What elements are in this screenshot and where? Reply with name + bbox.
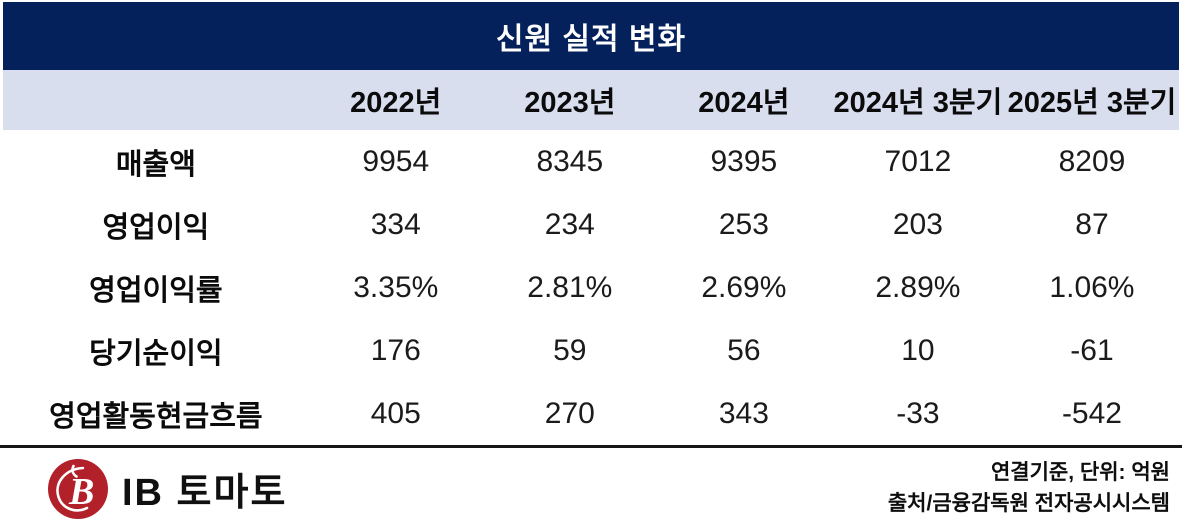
table-cell: 3.35% [353, 270, 439, 304]
table-cell: -61 [1070, 333, 1114, 367]
row-label-operating-profit: 영업이익 [102, 211, 210, 244]
col-header-2024: 2024년 [698, 87, 790, 119]
col-header-2023: 2023년 [524, 87, 616, 119]
table-cell: 87 [1075, 207, 1109, 241]
table-header-row: 2022년 2023년 2024년 2024년 3분기 2025년 3분기 [3, 70, 1179, 130]
table-title-bar: 신원 실적 변화 [3, 2, 1179, 70]
table-cell: 7012 [884, 144, 952, 178]
row-label-operating-margin: 영업이익률 [89, 274, 223, 307]
page-title: 신원 실적 변화 [495, 23, 687, 56]
footer: B IB 토마토 연결기준, 단위: 억원 출처/금융감독원 전자공시시스템 [0, 448, 1182, 527]
svg-text:B: B [68, 471, 94, 513]
table-cell: 59 [553, 333, 587, 367]
brand-name: IB 토마토 [122, 472, 288, 514]
table-cell: 2.81% [527, 270, 613, 304]
table-row-operating-cash-flow: 영업활동현금흐름 405 270 343 -33 -542 [3, 382, 1179, 445]
source-note: 출처/금융감독원 전자공시시스템 [887, 491, 1170, 515]
table-cell: 2.69% [701, 270, 787, 304]
table-cell: 253 [718, 207, 769, 241]
table-cell: -542 [1061, 396, 1122, 430]
table-cell: 9954 [362, 144, 430, 178]
row-label-operating-cash-flow: 영업활동현금흐름 [49, 400, 263, 433]
corner-cell [3, 70, 309, 130]
table-cell: 334 [370, 207, 421, 241]
col-header-2022: 2022년 [350, 87, 442, 119]
row-label-net-income: 당기순이익 [89, 337, 223, 370]
financial-table: 2022년 2023년 2024년 2024년 3분기 2025년 3분기 매출… [3, 70, 1179, 445]
table-row-net-income: 당기순이익 176 59 56 10 -61 [3, 319, 1179, 382]
table-cell: 203 [892, 207, 943, 241]
col-header-2025-q3: 2025년 3분기 [1007, 87, 1177, 119]
table-cell: 8345 [536, 144, 604, 178]
footer-notes: 연결기준, 단위: 억원 출처/금융감독원 전자공시시스템 [888, 458, 1170, 519]
table-row-operating-margin: 영업이익률 3.35% 2.81% 2.69% 2.89% 1.06% [3, 256, 1179, 319]
table-cell: 234 [544, 207, 595, 241]
table-cell: -33 [896, 396, 940, 430]
unit-note: 연결기준, 단위: 억원 [990, 461, 1170, 485]
ib-tomato-logo-icon: B [46, 457, 110, 521]
table-cell: 56 [727, 333, 761, 367]
footer-divider [0, 445, 1182, 448]
table-cell: 405 [370, 396, 421, 430]
brand: B IB 토마토 [46, 457, 287, 521]
table-cell: 176 [370, 333, 421, 367]
table-cell: 343 [718, 396, 769, 430]
table-cell: 270 [544, 396, 595, 430]
row-label-revenue: 매출액 [115, 148, 196, 181]
table-cell: 8209 [1058, 144, 1126, 178]
table-row-operating-profit: 영업이익 334 234 253 203 87 [3, 193, 1179, 256]
table-cell: 2.89% [875, 270, 961, 304]
table-cell: 9395 [710, 144, 778, 178]
col-header-2024-q3: 2024년 3분기 [833, 87, 1003, 119]
table-row-revenue: 매출액 9954 8345 9395 7012 8209 [3, 130, 1179, 193]
table-cell: 1.06% [1049, 270, 1135, 304]
table-cell: 10 [901, 333, 935, 367]
